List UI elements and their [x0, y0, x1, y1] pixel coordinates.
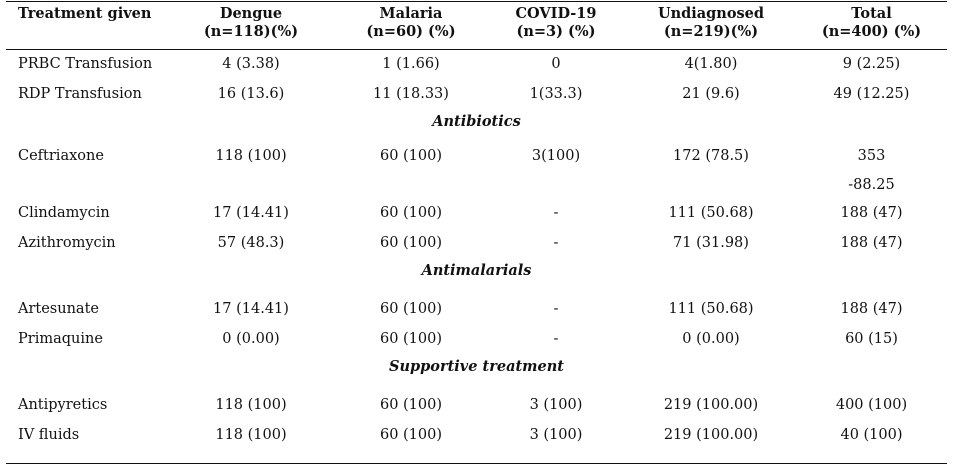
section-heading-antimalarials: Antimalarials: [421, 262, 532, 279]
cell-total: 49 (12.25): [833, 86, 910, 102]
cell-undiagnosed: 111 (50.68): [668, 301, 754, 317]
cell-dengue: 57 (48.3): [217, 235, 285, 251]
cell-dengue: 17 (14.41): [213, 205, 289, 221]
row-label: PRBC Transfusion: [18, 56, 153, 72]
table-row-antipyretics: Antipyretics 118 (100) 60 (100) 3 (100) …: [6, 390, 947, 420]
cell-undiagnosed: 21 (9.6): [682, 86, 740, 102]
row-label: Ceftriaxone: [18, 148, 104, 164]
table-row-rdp-transfusion: RDP Transfusion 16 (13.6) 11 (18.33) 1(3…: [6, 79, 947, 109]
cell-total: 400 (100): [835, 397, 908, 413]
header-covid19: COVID-19 (n=3) (%): [515, 5, 597, 40]
cell-dengue: 118 (100): [215, 397, 287, 413]
row-label: Primaquine: [18, 331, 103, 347]
cell-total: 9 (2.25): [842, 56, 901, 72]
cell-malaria: 60 (100): [379, 331, 443, 347]
header-undiagnosed: Undiagnosed (n=219)(%): [657, 5, 765, 40]
header-malaria: Malaria (n=60) (%): [366, 5, 456, 40]
cell-dengue: 0 (0.00): [222, 331, 280, 347]
cell-total: 353 -88.25: [796, 145, 947, 198]
section-row-supportive-treatment: Supportive treatment: [6, 354, 947, 390]
treatment-table: Treatment given Dengue (n=118)(%) Malaria…: [6, 2, 947, 450]
table-top-rule: [6, 1, 947, 2]
cell-dengue: 16 (13.6): [217, 86, 285, 102]
cell-malaria: 60 (100): [379, 301, 443, 317]
cell-dengue: 118 (100): [215, 427, 287, 443]
cell-total: 60 (15): [845, 331, 898, 347]
section-row-antibiotics: Antibiotics: [6, 109, 947, 145]
cell-covid19: -: [553, 205, 559, 221]
table-row-clindamycin: Clindamycin 17 (14.41) 60 (100) - 111 (5…: [6, 198, 947, 228]
row-label: Clindamycin: [18, 205, 110, 221]
cell-undiagnosed: 219 (100.00): [663, 397, 759, 413]
cell-total-line2: -88.25: [848, 177, 895, 193]
cell-total-line1: 353: [857, 148, 886, 164]
cell-malaria: 60 (100): [379, 427, 443, 443]
cell-undiagnosed: 111 (50.68): [668, 205, 754, 221]
cell-malaria: 60 (100): [379, 235, 443, 251]
row-label: IV fluids: [18, 427, 80, 443]
cell-malaria: 11 (18.33): [373, 86, 449, 102]
table-header-rule: [6, 49, 947, 50]
header-total: Total (n=400) (%): [821, 5, 922, 40]
cell-malaria: 60 (100): [379, 205, 443, 221]
cell-undiagnosed: 219 (100.00): [663, 427, 759, 443]
section-heading-supportive-treatment: Supportive treatment: [389, 358, 564, 375]
cell-dengue: 4 (3.38): [222, 56, 280, 72]
row-label: Antipyretics: [18, 397, 108, 413]
cell-dengue: 118 (100): [215, 148, 287, 164]
cell-covid19: 0: [551, 56, 561, 72]
table-header-row: Treatment given Dengue (n=118)(%) Malaria…: [6, 2, 947, 49]
row-label: Artesunate: [18, 301, 99, 317]
cell-covid19: 3 (100): [529, 397, 583, 413]
header-dengue: Dengue (n=118)(%): [203, 5, 299, 40]
table-row-ceftriaxone: Ceftriaxone 118 (100) 60 (100) 3(100) 17…: [6, 145, 947, 198]
header-treatment-given: Treatment given: [18, 5, 152, 22]
cell-malaria: 60 (100): [379, 397, 443, 413]
cell-undiagnosed: 4(1.80): [684, 56, 738, 72]
row-label: RDP Transfusion: [18, 86, 142, 102]
cell-dengue: 17 (14.41): [213, 301, 289, 317]
cell-covid19: -: [553, 301, 559, 317]
table-row-artesunate: Artesunate 17 (14.41) 60 (100) - 111 (50…: [6, 294, 947, 324]
table-row-iv-fluids: IV fluids 118 (100) 60 (100) 3 (100) 219…: [6, 420, 947, 450]
table-row-prbc-transfusion: PRBC Transfusion 4 (3.38) 1 (1.66) 0 4(1…: [6, 49, 947, 79]
cell-total: 188 (47): [840, 205, 903, 221]
row-label: Azithromycin: [18, 235, 116, 251]
section-heading-antibiotics: Antibiotics: [432, 113, 521, 130]
cell-total: 40 (100): [840, 427, 903, 443]
cell-undiagnosed: 172 (78.5): [673, 148, 749, 164]
cell-covid19: -: [553, 235, 559, 251]
cell-covid19: -: [553, 331, 559, 347]
section-row-antimalarials: Antimalarials: [6, 258, 947, 294]
cell-covid19: 1(33.3): [529, 86, 583, 102]
cell-covid19: 3(100): [531, 148, 581, 164]
table-row-primaquine: Primaquine 0 (0.00) 60 (100) - 0 (0.00) …: [6, 324, 947, 354]
cell-total: 188 (47): [840, 301, 903, 317]
cell-undiagnosed: 71 (31.98): [673, 235, 749, 251]
cell-malaria: 60 (100): [379, 148, 443, 164]
cell-malaria: 1 (1.66): [382, 56, 440, 72]
table-bottom-rule: [6, 463, 947, 464]
cell-total: 188 (47): [840, 235, 903, 251]
cell-undiagnosed: 0 (0.00): [682, 331, 740, 347]
table-row-azithromycin: Azithromycin 57 (48.3) 60 (100) - 71 (31…: [6, 228, 947, 258]
cell-covid19: 3 (100): [529, 427, 583, 443]
